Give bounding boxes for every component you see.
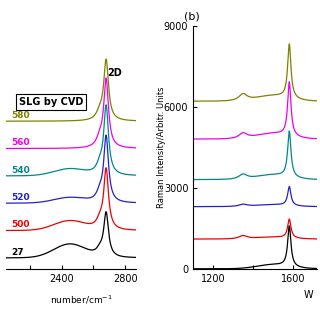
Text: 520: 520 [11,193,30,202]
Text: Raman Intensity/Arbitr. Units: Raman Intensity/Arbitr. Units [157,86,166,208]
Text: W: W [304,290,314,300]
Text: 500: 500 [11,220,30,229]
Text: 2D: 2D [108,68,123,78]
Text: (b): (b) [184,11,200,21]
Text: 560: 560 [11,138,30,147]
Text: 540: 540 [11,165,30,174]
Text: 27: 27 [11,247,24,257]
Text: 580: 580 [11,111,30,120]
Text: number/cm$^{-1}$: number/cm$^{-1}$ [50,294,113,307]
Text: SLG by CVD: SLG by CVD [19,97,84,107]
